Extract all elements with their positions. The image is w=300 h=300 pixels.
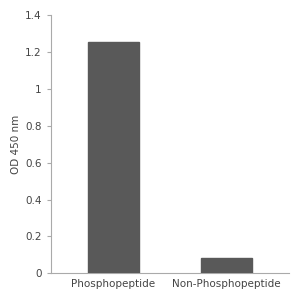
- Bar: [201, 258, 252, 273]
- Bar: [88, 42, 139, 273]
- Y-axis label: OD 450 nm: OD 450 nm: [11, 115, 21, 174]
